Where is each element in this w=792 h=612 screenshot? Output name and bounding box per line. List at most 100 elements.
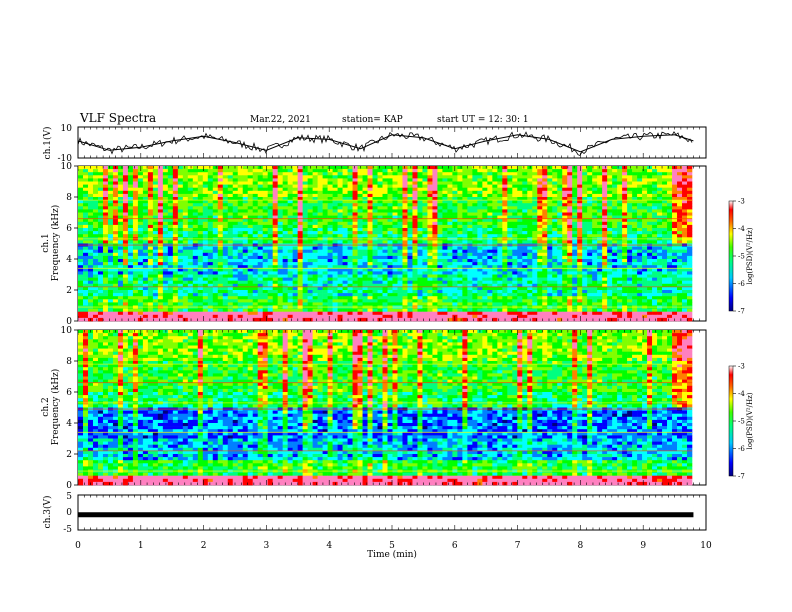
spectrogram-cell (292, 178, 298, 182)
spectrogram-cell (337, 193, 343, 198)
spectrogram-cell (162, 178, 169, 182)
spectrogram-cell (677, 252, 683, 257)
spectrogram-cell (287, 166, 293, 170)
spectrogram-cell (672, 268, 678, 272)
spectrogram-cell (212, 218, 219, 223)
spectrogram-cell (297, 252, 303, 257)
spectrogram-cell (302, 221, 308, 226)
spectrogram-cell (112, 193, 119, 198)
spectrogram-cell (682, 283, 688, 288)
spectrogram-cell (502, 249, 508, 254)
spectrogram-cell (457, 231, 463, 235)
spectrogram-cell (667, 268, 673, 272)
spectrogram-cell (402, 274, 408, 278)
spectrogram-cell (212, 203, 219, 207)
spectrogram-cell (517, 215, 523, 219)
spectrogram-cell (207, 193, 214, 198)
spectrogram-cell (387, 262, 393, 266)
spectrogram-cell (162, 175, 169, 179)
spectrogram-cell (482, 212, 488, 216)
spectrogram-cell (107, 175, 114, 179)
spectrogram-cell (242, 181, 249, 185)
spectrogram-cell (302, 234, 308, 238)
spectrogram-cell (202, 178, 209, 182)
spectrogram-cell (597, 178, 603, 182)
spectrogram-cell (78, 206, 84, 210)
spectrogram-cell (262, 178, 268, 182)
spectrogram-cell (542, 184, 548, 188)
spectrogram-cell (267, 228, 273, 232)
spectrogram-cell (302, 203, 308, 207)
spectrogram-cell (432, 218, 438, 223)
spectrogram-cell (342, 200, 348, 204)
spectrogram-cell (587, 249, 593, 254)
spectrogram-cell (447, 259, 453, 263)
spectrogram-cell (532, 274, 538, 278)
spectrogram-cell (182, 206, 189, 210)
spectrogram-cell (92, 197, 99, 201)
spectrogram-cell (537, 190, 543, 195)
spectrogram-cell (132, 200, 139, 204)
spectrogram-cell (297, 221, 303, 226)
spectrogram-cell (252, 249, 259, 254)
spectrogram-cell (132, 169, 139, 173)
spectrogram-cell (512, 221, 518, 226)
spectrogram-cell (78, 280, 84, 285)
spectrogram-cell (357, 290, 363, 294)
spectrogram-cell (672, 271, 678, 275)
spectrogram-cell (392, 249, 398, 254)
spectrogram-cell (237, 249, 244, 254)
spectrogram-cell (222, 274, 229, 278)
spectrogram-cell (482, 206, 488, 210)
spectrogram-cell (682, 178, 688, 182)
spectrogram-cell (647, 249, 653, 254)
spectrogram-cell (607, 280, 613, 285)
spectrogram-cell (122, 262, 129, 266)
spectrogram-cell (282, 283, 288, 288)
spectrogram-cell (657, 197, 663, 201)
spectrogram-cell (232, 252, 239, 257)
ch1-ytick-top: 10 (61, 124, 73, 134)
spectrogram-cell (282, 169, 288, 173)
spectrogram-cell (167, 277, 174, 281)
spectrogram-cell (117, 169, 124, 173)
spectrogram-cell (152, 259, 159, 263)
spectrogram-cell (667, 224, 673, 229)
spectrogram-cell (427, 280, 433, 285)
spectrogram-cell (157, 234, 164, 238)
spectrogram-cell (287, 231, 293, 235)
spectrogram-cell (247, 209, 254, 213)
spectrogram-cell (652, 178, 658, 182)
spectrogram-cell (472, 286, 478, 291)
spectrogram-cell (532, 268, 538, 272)
spectrogram-cell (377, 268, 383, 272)
spectrogram-cell (252, 206, 259, 210)
spectrogram-cell (282, 224, 288, 229)
spectrogram-cell (587, 231, 593, 235)
spectrogram-cell (167, 268, 174, 272)
spectrogram-cell (512, 184, 518, 188)
spectrogram-cell (162, 206, 169, 210)
spectrogram-cell (427, 283, 433, 288)
spectrogram-cell (397, 166, 403, 170)
spectrogram-cell (78, 175, 84, 179)
spectrogram-cell (112, 252, 119, 257)
spectrogram-cell (507, 209, 513, 213)
spectrogram-cell (482, 187, 488, 192)
spectrogram-cell (407, 231, 413, 235)
spectrogram-cell (302, 218, 308, 223)
spectrogram-cell (547, 240, 553, 244)
spectrogram-cell (117, 203, 124, 207)
spectrogram-cell (447, 184, 453, 188)
spectrogram-cell (577, 234, 583, 238)
spectrogram-cell (557, 178, 563, 182)
spectrogram-cell (492, 234, 498, 238)
spectrogram-cell (182, 234, 189, 238)
spectrogram-cell (522, 193, 528, 198)
spectrogram-cell (232, 212, 239, 216)
spectrogram-cell (337, 246, 343, 250)
spectrogram-cell (222, 193, 229, 198)
spectrogram-cell (302, 249, 308, 254)
spectrogram-cell (517, 190, 523, 195)
spectrogram-cell (297, 206, 303, 210)
